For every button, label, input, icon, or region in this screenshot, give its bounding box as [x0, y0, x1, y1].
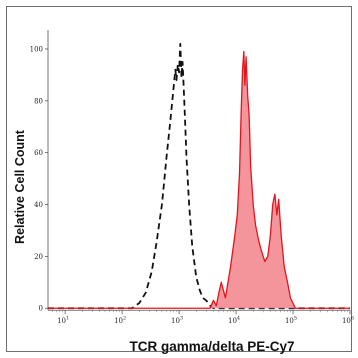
- y-tick-label: 100: [30, 45, 43, 53]
- x-axis: 101 102 103 104 105 106: [48, 309, 354, 326]
- isotype-control-line: [48, 42, 350, 310]
- x-tick-label: 103: [171, 316, 183, 326]
- y-tick-label: 20: [34, 253, 43, 261]
- stained-sample-line: [48, 50, 350, 309]
- x-tick-label: 106: [342, 316, 354, 326]
- y-tick-label: 80: [34, 97, 43, 105]
- y-tick-label: 60: [34, 149, 43, 157]
- y-tick-label: 0: [39, 305, 43, 313]
- y-tick-label: 40: [34, 201, 43, 209]
- series-layer: [48, 42, 350, 310]
- x-tick-label: 105: [285, 316, 297, 326]
- x-tick-label: 104: [228, 316, 240, 326]
- y-axis: 0 20 40 60 80 100: [30, 30, 49, 313]
- x-axis-title: TCR gamma/delta PE-Cy7: [129, 339, 294, 354]
- y-axis-title: Relative Cell Count: [13, 129, 27, 244]
- x-tick-label: 102: [114, 316, 126, 326]
- x-tick-label: 101: [57, 316, 69, 326]
- stained-sample-fill: [48, 51, 350, 309]
